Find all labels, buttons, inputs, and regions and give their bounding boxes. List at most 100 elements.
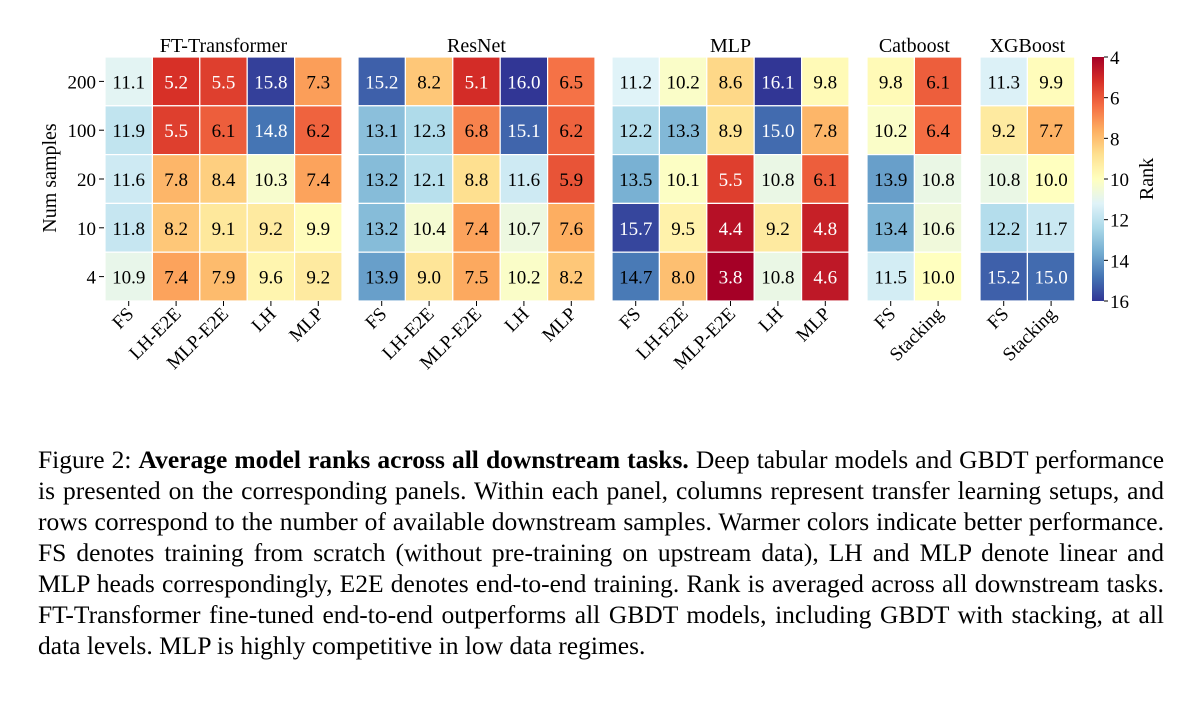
heatmap-cell [452,56,501,107]
cell-value-label: 8.9 [719,121,743,142]
cell-value-label: 11.6 [112,170,145,191]
cell-value-label: 11.8 [112,219,145,240]
heatmap-cell [246,105,296,156]
x-tick-label: Stacking [999,303,1061,365]
heatmap-cell [800,251,850,302]
cell-value-label: 3.8 [719,268,743,289]
cell-value-label: 6.1 [212,121,236,142]
heatmap-cell [546,202,596,253]
cell-value-label: 9.0 [417,268,441,289]
heatmap-cell [357,251,407,302]
cell-value-label: 10.8 [921,170,954,191]
heatmap-cell [404,56,454,107]
cell-value-label: 4.8 [813,219,837,240]
colorbar-gradient [1092,57,1104,301]
cell-value-label: 6.4 [926,121,950,142]
cell-value-label: 10.2 [507,268,540,289]
heatmap-cell [151,251,201,302]
cell-value-label: 5.9 [559,170,583,191]
panel-resnet: ResNet 15.2 8.2 5.1 16.0 6.5 13.1 12.3 6.8 15.1 6.… [357,35,596,374]
heatmap-cell [199,154,248,205]
heatmap-cell [151,202,201,253]
cell-value-label: 10.0 [921,268,954,289]
heatmap-cell [199,56,248,107]
heatmap-cell [800,56,850,107]
colorbar-tick-label: 4 [1110,48,1120,69]
heatmap-cell [294,56,343,107]
cell-value-label: 6.1 [926,72,950,93]
cell-value-label: 9.2 [306,268,330,289]
panel-title: FT-Transformer [160,35,288,57]
cell-value-label: 7.5 [465,268,489,289]
heatmap-cell [800,105,850,156]
heatmap-cell [753,202,803,253]
cell-value-label: 9.8 [879,72,903,93]
panel-title: Catboost [879,35,951,57]
cell-value-label: 15.2 [987,268,1020,289]
cell-value-label: 10.8 [987,170,1020,191]
cell-value-label: 13.3 [666,121,699,142]
colorbar-tick-label: 14 [1110,251,1130,272]
cell-value-label: 7.8 [164,170,188,191]
cell-value-label: 6.5 [559,72,583,93]
cell-value-label: 10.2 [874,121,907,142]
heatmap-cell [979,56,1029,107]
cell-value-label: 15.0 [1034,268,1067,289]
heatmap-cell [199,202,248,253]
y-axis-label: Num samples [39,123,61,233]
x-tick-label: FS [615,304,645,334]
cell-value-label: 5.1 [465,72,489,93]
cell-value-label: 12.2 [619,121,652,142]
cell-value-label: 7.4 [465,219,489,240]
cell-value-label: 13.9 [874,170,907,191]
heatmap-cell [658,202,708,253]
cell-value-label: 15.0 [761,121,794,142]
cell-value-label: 4.6 [813,268,837,289]
cell-value-label: 15.7 [619,219,652,240]
caption-label: Figure 2: [38,445,139,474]
cell-value-label: 8.0 [671,268,695,289]
x-tick-label: Stacking [886,303,948,365]
panel-title: MLP [710,35,751,57]
heatmap-cell [913,154,963,205]
heatmap-cell [800,154,850,205]
heatmap-cell [452,251,501,302]
cell-value-label: 13.5 [619,170,652,191]
heatmap-cell [1026,154,1076,205]
heatmap-cell [866,202,916,253]
cell-value-label: 9.1 [212,219,236,240]
heatmap-cell [706,202,755,253]
panel-xgboost: XGBoost 11.3 9.9 9.2 7.7 10.8 10.0 12.2 11.7 15.2… [979,35,1076,366]
cell-value-label: 15.1 [507,121,540,142]
heatmap-cell [294,154,343,205]
heatmap-cell [452,202,501,253]
heatmap-cell [546,154,596,205]
cell-value-label: 8.8 [465,170,489,191]
cell-value-label: 14.8 [254,121,287,142]
cell-value-label: 5.5 [164,121,188,142]
y-tick-label: 10 [77,219,96,240]
x-tick-label: LH [501,303,534,336]
cell-value-label: 10.4 [412,219,446,240]
cell-value-label: 7.9 [212,268,236,289]
heatmap-cell [404,202,454,253]
cell-value-label: 11.7 [1035,219,1068,240]
x-tick-label: MLP [285,304,327,346]
heatmap-cell [658,56,708,107]
cell-value-label: 9.9 [1039,72,1063,93]
x-tick-label: FS [361,304,391,334]
cell-value-label: 9.6 [259,268,283,289]
heatmap-cell [294,105,343,156]
cell-value-label: 5.5 [719,170,743,191]
cell-value-label: 10.8 [761,170,794,191]
heatmap-cell [546,105,596,156]
figure-caption: Figure 2: Average model ranks across all… [38,444,1164,661]
y-tick-label: 100 [68,121,97,142]
heatmap-cell [104,251,154,302]
heatmap-cell [658,105,708,156]
cell-value-label: 12.2 [987,219,1020,240]
x-tick-label: FS [108,304,138,334]
heatmap-cell [866,56,916,107]
cell-value-label: 5.5 [212,72,236,93]
cell-value-label: 12.1 [412,170,445,191]
